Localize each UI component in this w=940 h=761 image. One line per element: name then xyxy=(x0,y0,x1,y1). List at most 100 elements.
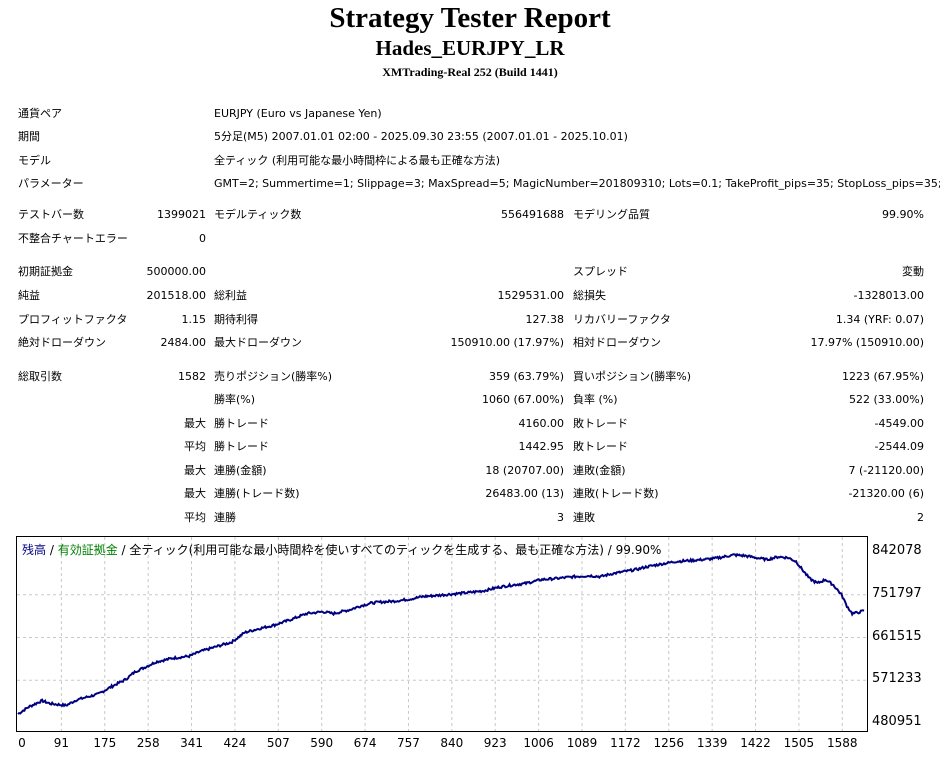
avg-loss-label: 敗トレード xyxy=(573,440,628,453)
recovery-factor-label: リカバリーファクタ xyxy=(573,313,671,326)
bars-value: 1399021 xyxy=(157,208,206,221)
win-rate-value: 1060 (67.00%) xyxy=(481,393,564,406)
recovery-factor-value: 1.34 (YRF: 0.07) xyxy=(835,313,924,326)
report-title: Strategy Tester Report xyxy=(329,2,611,34)
errors-value: 0 xyxy=(199,232,206,245)
cons-loss-cnt-label: 連敗(トレード数) xyxy=(573,487,659,500)
params-label: パラメーター xyxy=(18,177,84,190)
legend-balance: 残高 xyxy=(22,543,47,557)
y-tick-label: 751797 xyxy=(872,585,922,601)
y-tick-label: 842078 xyxy=(872,543,922,558)
model-value: 全ティック (利用可能な最小時間枠による最も正確な方法) xyxy=(214,154,501,167)
max-drawdown-value: 150910.00 (17.97%) xyxy=(450,336,564,349)
net-profit-label: 純益 xyxy=(18,289,40,302)
plot-frame xyxy=(16,536,868,732)
avg-win-value: 1442.95 xyxy=(518,440,565,453)
x-tick-label: 674 xyxy=(353,736,377,750)
loss-rate-value: 522 (33.00%) xyxy=(848,393,924,406)
x-tick-label: 1172 xyxy=(610,736,641,750)
x-tick-label: 258 xyxy=(136,736,160,750)
chart-legend: 残高 / 有効証拠金 / 全ティック(利用可能な最小時間枠を使いすべてのティック… xyxy=(22,541,661,558)
y-tick-label: 661515 xyxy=(872,628,922,644)
total-trades-label: 総取引数 xyxy=(18,370,62,383)
params-value: GMT=2; Summertime=1; Slippage=3; MaxSpre… xyxy=(214,177,940,190)
rel-drawdown-label: 相対ドローダウン xyxy=(573,336,661,349)
rel-drawdown-value: 17.97% (150910.00) xyxy=(810,336,924,349)
deposit-value: 500000.00 xyxy=(146,265,207,278)
x-tick-label: 1006 xyxy=(523,736,554,750)
legend-equity: 有効証拠金 xyxy=(57,543,118,557)
ticks-value: 556491688 xyxy=(501,208,564,221)
loss-rate-label: 負率 (%) xyxy=(573,393,618,406)
legend-sep: / xyxy=(46,543,58,557)
long-positions-value: 1223 (67.95%) xyxy=(841,370,924,383)
profit-factor-label: プロフィットファクタ xyxy=(18,313,128,326)
cons-loss-cnt-value: -21320.00 (6) xyxy=(848,487,924,500)
avg-cons-win-value: 3 xyxy=(557,511,564,524)
average-label: 平均 xyxy=(184,440,206,453)
avg-cons-loss-value: 2 xyxy=(917,511,924,524)
abs-drawdown-value: 2484.00 xyxy=(160,336,207,349)
expected-payoff-label: 期待利得 xyxy=(214,313,258,326)
x-tick-label: 1588 xyxy=(827,736,858,750)
avg-cons-label: 平均 xyxy=(184,511,206,524)
deposit-label: 初期証拠金 xyxy=(18,265,73,278)
x-tick-label: 840 xyxy=(440,736,464,750)
x-tick-label: 91 xyxy=(53,736,70,750)
cons-win-cnt-value: 26483.00 (13) xyxy=(485,487,564,500)
x-tick-label: 0 xyxy=(18,736,26,750)
errors-label: 不整合チャートエラー xyxy=(18,232,128,245)
expected-payoff-value: 127.38 xyxy=(525,313,565,326)
period-value: 5分足(M5) 2007.01.01 02:00 - 2025.09.30 23… xyxy=(214,130,628,143)
cons-loss-amt-label: 連敗(金額) xyxy=(573,464,626,477)
x-tick-label: 590 xyxy=(310,736,334,750)
x-tick-label: 923 xyxy=(483,736,507,750)
x-tick-label: 1422 xyxy=(740,736,771,750)
x-tick-label: 507 xyxy=(266,736,290,750)
win-rate-label: 勝率(%) xyxy=(214,393,256,406)
avg-win-label: 勝トレード xyxy=(214,440,269,453)
x-tick-label: 1256 xyxy=(653,736,685,750)
pair-label: 通貨ペア xyxy=(18,107,62,120)
cons-win-amt-label: 連勝(金額) xyxy=(214,464,267,477)
spread-label: スプレッド xyxy=(573,265,628,278)
y-tick-label: 571233 xyxy=(872,671,922,687)
avg-cons-win-label: 連勝 xyxy=(214,511,236,524)
balance-line xyxy=(17,552,865,715)
quality-label: モデリング品質 xyxy=(573,208,650,221)
largest-label: 最大 xyxy=(184,417,206,430)
x-tick-label: 1339 xyxy=(696,736,728,750)
x-tick-label: 424 xyxy=(223,736,247,750)
legend-rest: / 全ティック(利用可能な最小時間枠を使いすべてのティックを生成する、最も正確な… xyxy=(117,543,662,557)
chart-grid xyxy=(17,537,867,731)
largest-win-label: 勝トレード xyxy=(214,417,269,430)
avg-loss-value: -2544.09 xyxy=(874,440,924,453)
x-tick-label: 175 xyxy=(93,736,117,750)
cons-loss-amt-value: 7 (-21120.00) xyxy=(848,464,924,477)
net-profit-value: 201518.00 xyxy=(146,289,207,302)
y-tick-label: 480951 xyxy=(872,714,922,729)
balance-chart xyxy=(16,536,868,732)
largest-loss-label: 敗トレード xyxy=(573,417,628,430)
profit-factor-value: 1.15 xyxy=(181,313,207,326)
x-tick-label: 1089 xyxy=(566,736,598,750)
short-positions-label: 売りポジション(勝率%) xyxy=(214,370,333,383)
model-label: モデル xyxy=(18,154,51,167)
largest-loss-value: -4549.00 xyxy=(874,417,924,430)
short-positions-value: 359 (63.79%) xyxy=(488,370,564,383)
gross-profit-value: 1529531.00 xyxy=(497,289,564,302)
bars-label: テストバー数 xyxy=(18,208,84,221)
expert-name: Hades_EURJPY_LR xyxy=(375,36,565,60)
server-build: XMTrading-Real 252 (Build 1441) xyxy=(382,65,558,79)
max-cons-amt-label: 最大 xyxy=(184,464,206,477)
long-positions-label: 買いポジション(勝率%) xyxy=(573,370,692,383)
x-tick-label: 1505 xyxy=(783,736,815,750)
x-tick-label: 757 xyxy=(397,736,420,750)
gross-loss-label: 総損失 xyxy=(573,289,606,302)
pair-value: EURJPY (Euro vs Japanese Yen) xyxy=(214,107,382,120)
spread-value: 変動 xyxy=(902,265,924,278)
period-label: 期間 xyxy=(18,130,40,143)
max-cons-cnt-label: 最大 xyxy=(184,487,206,500)
total-trades-value: 1582 xyxy=(178,370,206,383)
max-drawdown-label: 最大ドローダウン xyxy=(214,336,302,349)
